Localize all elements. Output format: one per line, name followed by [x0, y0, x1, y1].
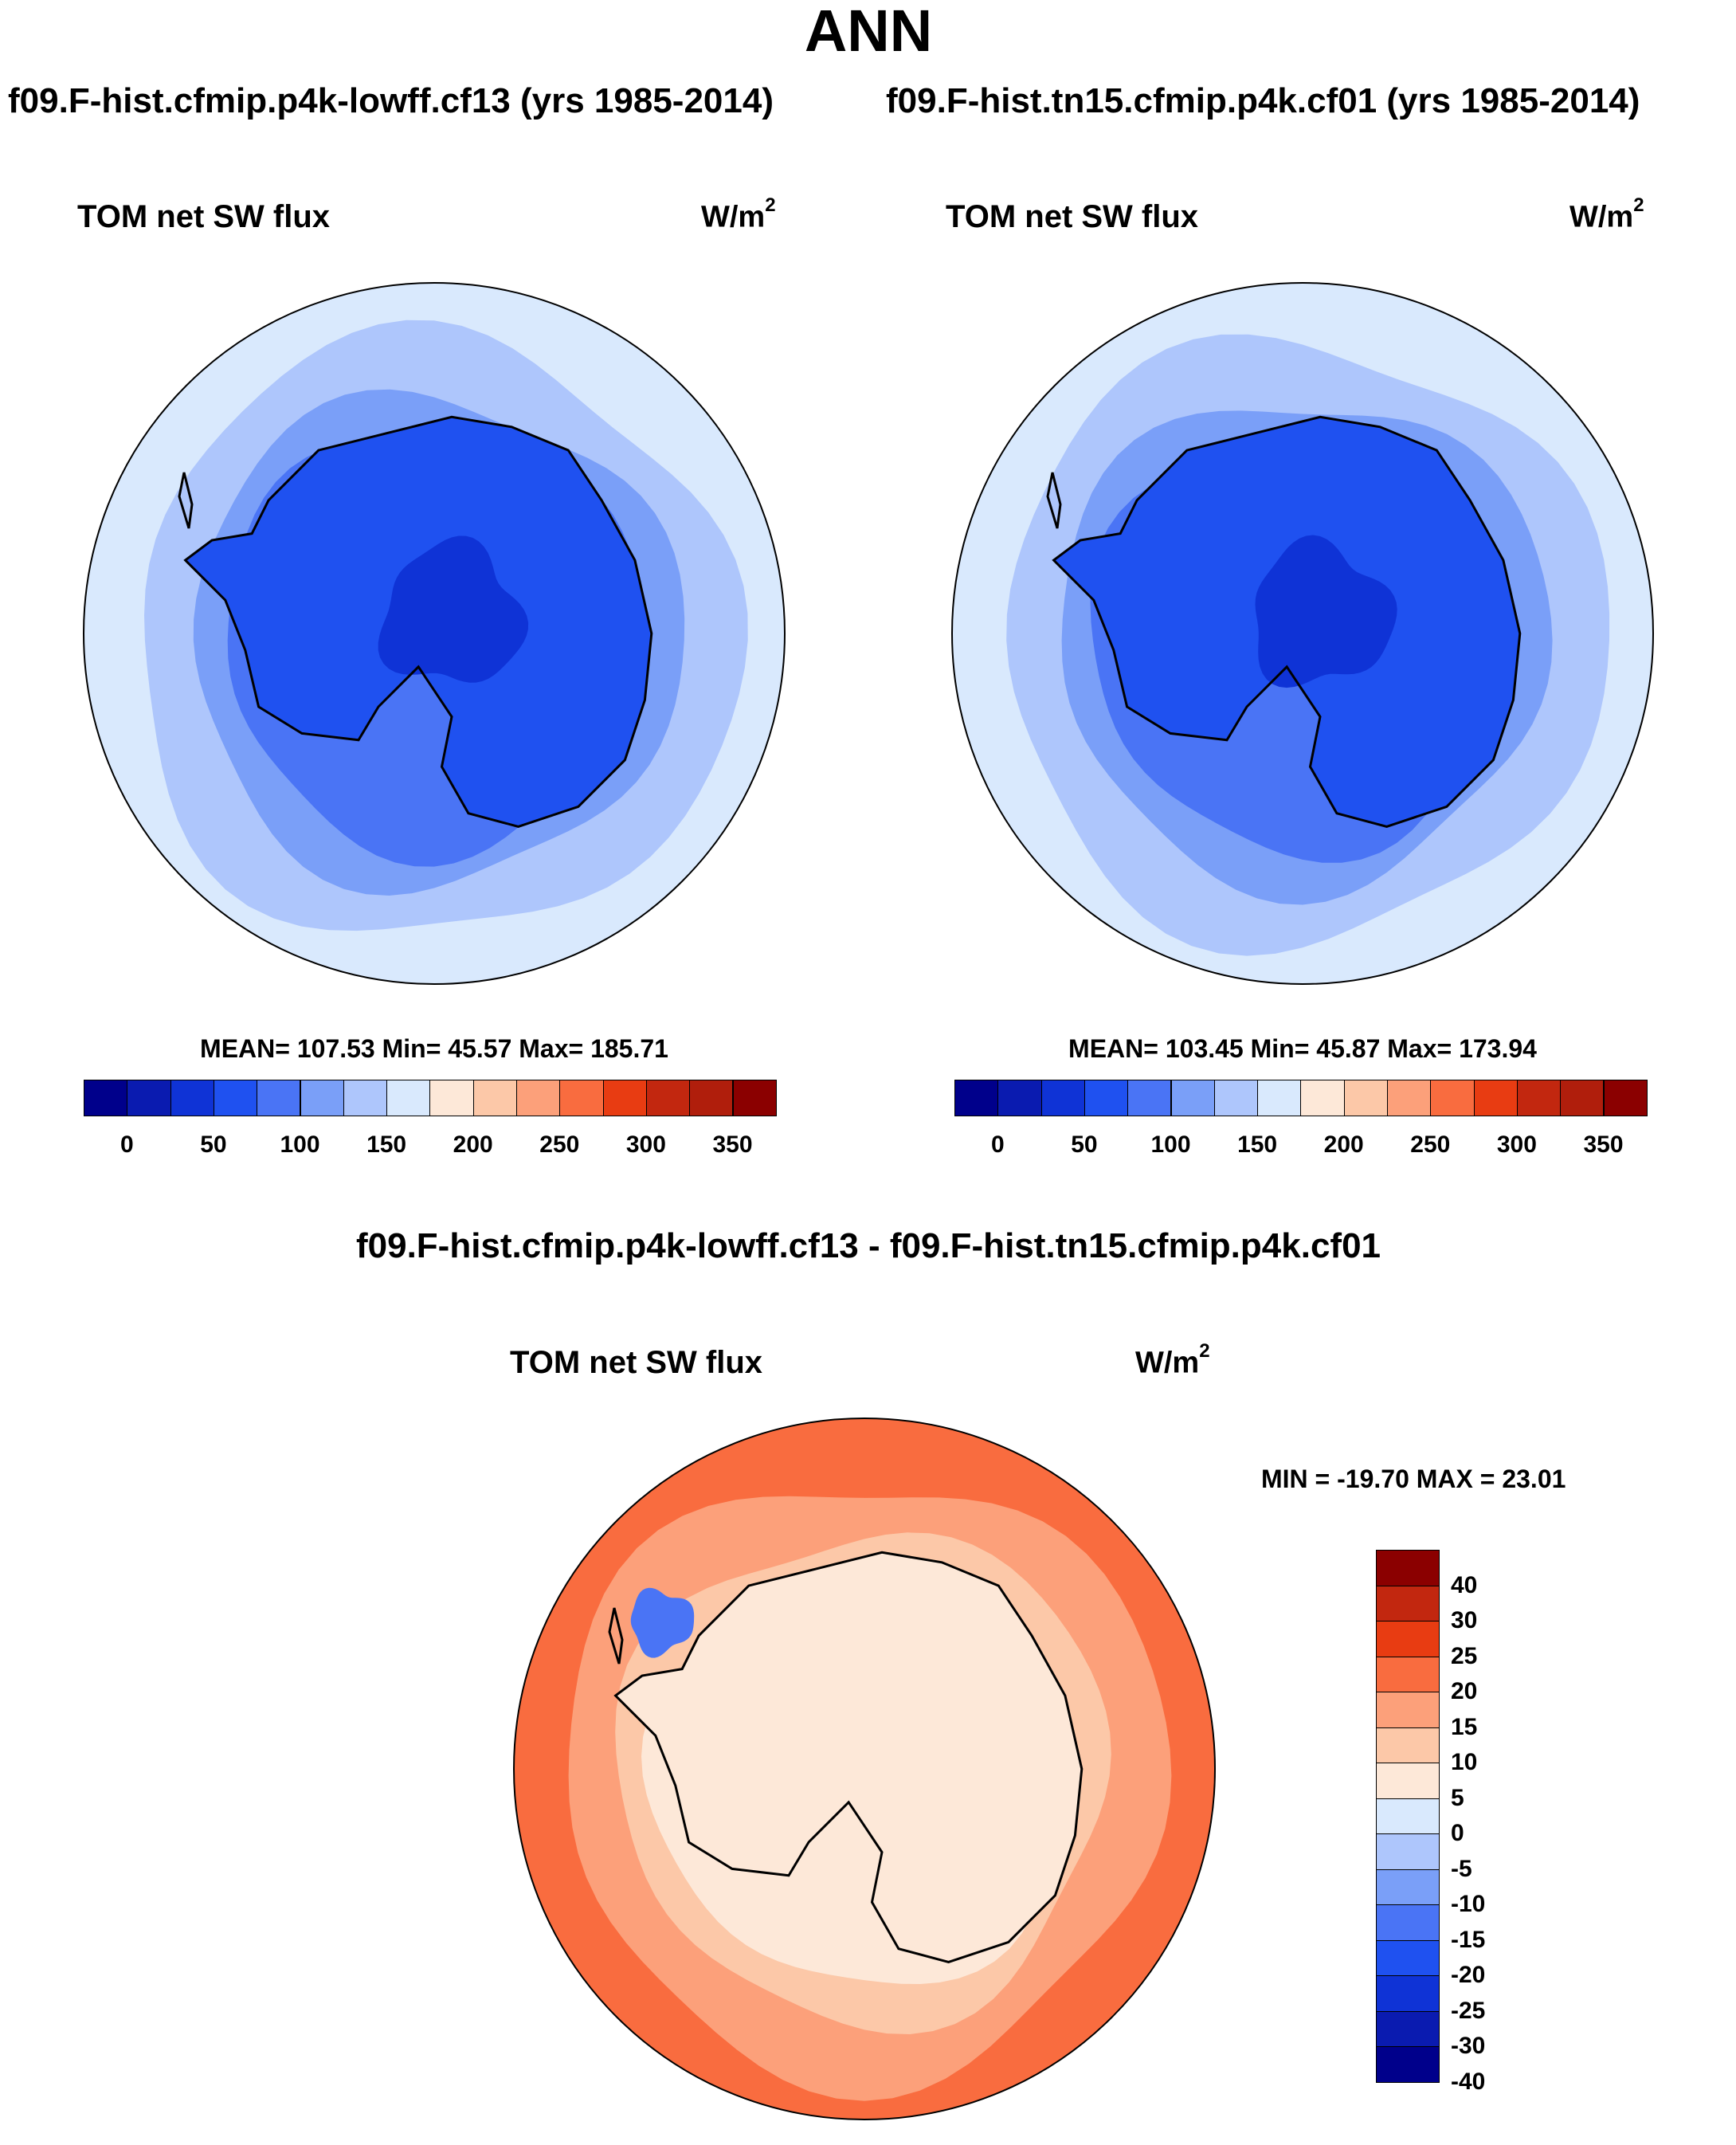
colorbar-tick-label: 250 [539, 1131, 580, 1158]
colorbar-swatch [1127, 1080, 1172, 1116]
diff-panel-units: W/m2 [1135, 1340, 1210, 1380]
colorbar-tick-label: -20 [1451, 1962, 1486, 1988]
colorbar-swatch [602, 1080, 647, 1116]
colorbar-swatch [1376, 1904, 1440, 1941]
colorbar-swatch [1376, 1550, 1440, 1586]
antarctic-peninsula-outline [178, 472, 194, 529]
colorbar-tick-label: -5 [1451, 1855, 1472, 1882]
diff-panel-variable: TOM net SW flux [510, 1345, 763, 1380]
colorbar-swatch [689, 1080, 734, 1116]
colorbar-tick-label: 350 [1583, 1131, 1624, 1158]
field-region-bellingshausen-sea [630, 1587, 695, 1658]
right-panel-variable: TOM net SW flux [946, 199, 1199, 234]
colorbar-swatch [516, 1080, 561, 1116]
colorbar-swatch [1257, 1080, 1302, 1116]
colorbar-swatch [1430, 1080, 1475, 1116]
map-border [513, 1418, 1216, 2120]
diff-panel-stats: MIN = -19.70 MAX = 23.01 [1261, 1465, 1566, 1493]
colorbar-swatch [1376, 1585, 1440, 1621]
colorbar-tick-label: 25 [1451, 1642, 1478, 1669]
field-region-antarctic-continent [615, 1552, 1082, 1963]
colorbar-tick-label: 15 [1451, 1713, 1478, 1740]
colorbar-swatch [1376, 1763, 1440, 1799]
colorbar-swatch [1376, 2046, 1440, 2083]
colorbar-swatch [1516, 1080, 1562, 1116]
antarctica-coastline [613, 1551, 1084, 1963]
colorbar-tick-label: 0 [1451, 1820, 1464, 1846]
colorbar-swatch [1473, 1080, 1518, 1116]
colorbar-swatch [343, 1080, 388, 1116]
field-region-east-antarctic-plateau [1255, 535, 1397, 688]
colorbar-tick-label: 50 [1071, 1131, 1098, 1158]
colorbar-swatch [1213, 1080, 1259, 1116]
colorbar-swatch [645, 1080, 691, 1116]
colorbar-swatch [1376, 1833, 1440, 1870]
colorbar-swatch [1170, 1080, 1215, 1116]
colorbar-swatch [170, 1080, 214, 1116]
colorbar-swatch [732, 1080, 777, 1116]
colorbar-tick-label: 300 [1496, 1131, 1537, 1158]
colorbar-swatch [954, 1080, 999, 1116]
colorbar-swatch [1376, 1692, 1440, 1728]
colorbar-tick-label: 200 [453, 1131, 493, 1158]
colorbar-swatch [1343, 1080, 1388, 1116]
colorbar-tick-label: -15 [1451, 1926, 1486, 1953]
colorbar-tick-label: 350 [712, 1131, 753, 1158]
difference-title: f09.F-hist.cfmip.p4k-lowff.cf13 - f09.F-… [355, 1226, 1381, 1265]
colorbar-swatch [1376, 2010, 1440, 2047]
colorbar-swatch [1376, 1798, 1440, 1834]
colorbar-tick-label: -25 [1451, 1997, 1486, 2024]
right-case-title: f09.F-hist.tn15.cfmip.p4k.cf01 (yrs 1985… [886, 81, 1640, 120]
field-region-east-antarctic-plateau [378, 535, 529, 683]
colorbar-tick-label: 300 [625, 1131, 666, 1158]
right-panel-stats: MEAN= 103.45 Min= 45.87 Max= 173.94 [1068, 1034, 1537, 1063]
colorbar-tick-label: 10 [1451, 1749, 1478, 1775]
colorbar-swatch [1376, 1939, 1440, 1976]
antarctica-coastline [1052, 415, 1522, 828]
colorbar-swatch [1300, 1080, 1345, 1116]
antarctica-coastline [183, 415, 653, 828]
figure-title: ANN [804, 0, 933, 64]
colorbar-tick-label: 200 [1323, 1131, 1364, 1158]
colorbar-swatch [1376, 1975, 1440, 2012]
right-panel-units: W/m2 [1569, 194, 1644, 234]
colorbar-tick-label: 5 [1451, 1784, 1464, 1811]
colorbar-tick-label: 150 [366, 1131, 407, 1158]
colorbar-tick-label: 0 [120, 1131, 134, 1158]
map-border [83, 282, 786, 985]
colorbar-swatch [1376, 1727, 1440, 1763]
colorbar-tick-label: 20 [1451, 1678, 1478, 1704]
colorbar-swatch [1376, 1656, 1440, 1692]
colorbar-tick-label: 100 [280, 1131, 320, 1158]
map-border [951, 282, 1654, 985]
antarctic-peninsula-outline [1046, 472, 1062, 529]
colorbar-tick-label: 50 [200, 1131, 227, 1158]
colorbar-tick-label: 0 [990, 1131, 1005, 1158]
colorbar-tick-label: 250 [1410, 1131, 1451, 1158]
left-panel-units: W/m2 [701, 194, 776, 234]
colorbar-swatch [1376, 1869, 1440, 1905]
colorbar-swatch [1603, 1080, 1648, 1116]
colorbar-swatch [257, 1080, 301, 1116]
colorbar-tick-label: 30 [1451, 1607, 1478, 1633]
colorbar-swatch [472, 1080, 517, 1116]
colorbar-tick-label: -10 [1451, 1891, 1486, 1917]
left-panel-variable: TOM net SW flux [77, 199, 331, 234]
colorbar-swatch [1560, 1080, 1605, 1116]
colorbar-tick-label: -40 [1451, 2068, 1486, 2095]
colorbar-tick-label: 100 [1150, 1131, 1191, 1158]
colorbar-tick-label: 40 [1451, 1571, 1478, 1598]
antarctic-peninsula-outline [608, 1607, 624, 1665]
colorbar-swatch [1376, 1621, 1440, 1657]
left-panel-stats: MEAN= 107.53 Min= 45.57 Max= 185.71 [200, 1034, 668, 1063]
colorbar-swatch [386, 1080, 431, 1116]
left-case-title: f09.F-hist.cfmip.p4k-lowff.cf13 (yrs 198… [8, 81, 774, 120]
colorbar-tick-label: 150 [1237, 1131, 1278, 1158]
colorbar-tick-label: -30 [1451, 2033, 1486, 2059]
